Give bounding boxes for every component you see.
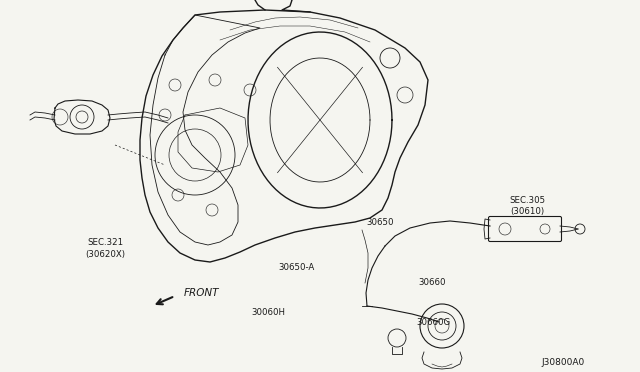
Text: 30650-A: 30650-A bbox=[278, 263, 314, 272]
Text: FRONT: FRONT bbox=[184, 288, 220, 298]
Text: 30060H: 30060H bbox=[251, 308, 285, 317]
Text: 30650: 30650 bbox=[366, 218, 394, 227]
Text: (30620X): (30620X) bbox=[85, 250, 125, 259]
Text: 30660G: 30660G bbox=[416, 318, 451, 327]
Text: SEC.321: SEC.321 bbox=[87, 238, 123, 247]
Text: J30800A0: J30800A0 bbox=[541, 358, 585, 367]
Text: 30660: 30660 bbox=[418, 278, 445, 287]
Text: SEC.305: SEC.305 bbox=[509, 196, 545, 205]
Text: (30610): (30610) bbox=[510, 207, 544, 216]
